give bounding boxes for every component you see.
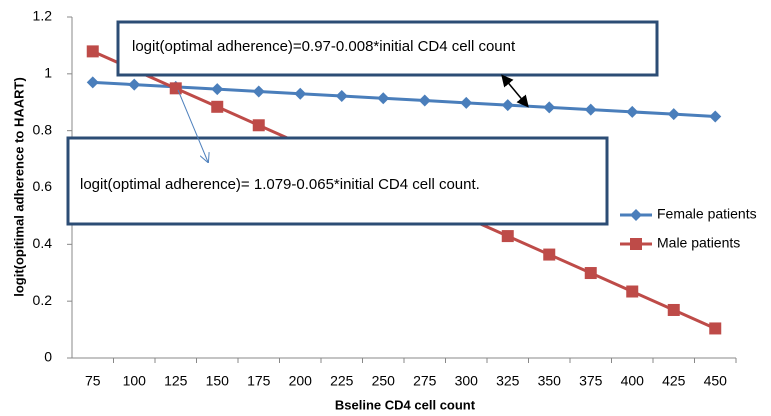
x-tick-label: 125 [164,373,188,389]
annotation-text: logit(optimal adherence)= 1.079-0.065*in… [80,176,480,193]
x-tick-label: 100 [123,373,147,389]
marker [418,94,431,107]
marker [626,285,639,298]
marker [630,238,642,250]
annotation-text: logit(optimal adherence)=0.97-0.008*init… [132,38,516,55]
marker [211,83,224,96]
x-tick-label: 375 [579,373,603,389]
marker [667,108,680,121]
x-tick-label: 75 [85,373,101,389]
x-axis-title: Bseline CD4 cell count [335,397,476,412]
y-tick-label: 0 [44,349,52,365]
annotation-box [116,20,659,77]
x-tick-label: 425 [662,373,686,389]
marker [335,89,348,102]
marker [252,85,265,98]
marker [543,101,556,114]
y-tick-label: 1.2 [33,8,53,24]
annotation-arrow [501,74,529,108]
x-tick-label: 300 [455,373,479,389]
x-tick-label: 350 [538,373,562,389]
marker [709,322,722,335]
marker [86,76,99,89]
series-line [92,80,716,118]
marker [626,105,639,118]
y-tick-label: 0.8 [33,121,53,137]
y-tick-label: 0.4 [33,235,53,251]
marker [128,78,141,91]
x-tick-label: 250 [372,373,396,389]
marker [543,248,556,261]
y-axis-title: logit(opitimal adherence to HAART) [11,77,26,297]
marker [501,230,514,243]
marker [252,119,265,132]
marker [584,267,597,280]
legend-label: Female patients [657,206,757,222]
x-tick-label: 200 [289,373,313,389]
marker [169,82,182,95]
annotation-box [66,136,609,226]
marker [584,103,597,116]
marker [667,303,680,316]
marker [501,99,514,112]
x-tick-label: 225 [330,373,354,389]
x-tick-label: 275 [413,373,437,389]
marker [211,100,224,113]
y-tick-label: 1 [44,65,52,81]
y-tick-label: 0.2 [33,292,53,308]
marker [294,87,307,100]
x-tick-label: 325 [496,373,520,389]
marker [86,45,99,58]
marker [460,96,473,109]
marker [630,209,642,221]
x-tick-label: 150 [206,373,230,389]
marker [377,92,390,105]
y-tick-label: 0.6 [33,178,53,194]
x-tick-label: 450 [704,373,728,389]
annotation-arrow [177,89,208,162]
marker [709,110,722,123]
x-tick-label: 400 [621,373,645,389]
x-tick-label: 175 [247,373,271,389]
legend-label: Male patients [657,235,740,251]
